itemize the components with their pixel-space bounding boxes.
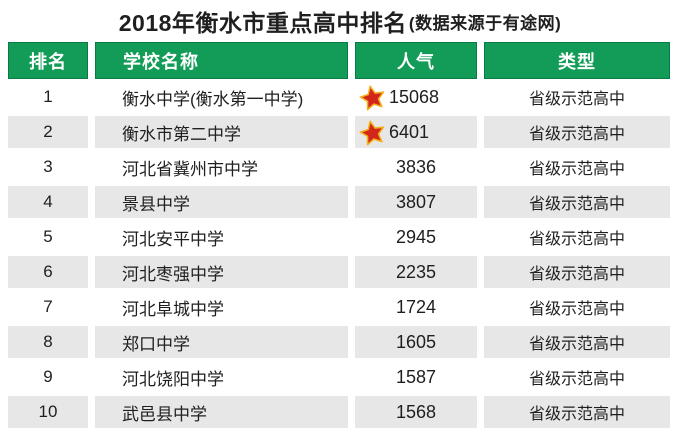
header-school: 学校名称 [95, 42, 348, 79]
popularity-cell: 15068 [355, 81, 477, 113]
school-name-cell: 衡水中学(衡水第一中学) [95, 81, 348, 113]
title-source-note: (数据来源于有途网) [408, 13, 562, 33]
school-name-cell: 衡水市第二中学 [95, 116, 348, 148]
popularity-cell: 6401 [355, 116, 477, 148]
rank-cell: 8 [8, 326, 88, 358]
table-row: 2 衡水市第二中学 6401 省级示范高中 [8, 116, 670, 148]
table-row: 10 武邑县中学 1568 省级示范高中 [8, 396, 670, 428]
type-cell: 省级示范高中 [484, 291, 670, 323]
popularity-cell: 2945 [355, 221, 477, 253]
table-row: 4 景县中学 3807 省级示范高中 [8, 186, 670, 218]
type-cell: 省级示范高中 [484, 151, 670, 183]
popularity-value: 2945 [395, 226, 437, 247]
school-name-cell: 郑口中学 [95, 326, 348, 358]
popularity-cell: 2235 [355, 256, 477, 288]
rank-cell: 4 [8, 186, 88, 218]
popularity-cell: 1605 [355, 326, 477, 358]
popularity-cell: 1724 [355, 291, 477, 323]
page-title: 2018年衡水市重点高中排名 (数据来源于有途网) [0, 4, 680, 38]
popularity-value: 6401 [389, 121, 430, 142]
school-name-cell: 景县中学 [95, 186, 348, 218]
type-cell: 省级示范高中 [484, 81, 670, 113]
table-row: 8 郑口中学 1605 省级示范高中 [8, 326, 670, 358]
rank-cell: 5 [8, 221, 88, 253]
school-name-cell: 河北枣强中学 [95, 256, 348, 288]
table-row: 5 河北安平中学 2945 省级示范高中 [8, 221, 670, 253]
type-cell: 省级示范高中 [484, 116, 670, 148]
popularity-value: 1587 [395, 366, 437, 387]
rank-cell: 3 [8, 151, 88, 183]
rank-cell: 1 [8, 81, 88, 113]
rank-cell: 10 [8, 396, 88, 428]
star-icon [359, 119, 385, 145]
table-row: 3 河北省冀州市中学 3836 省级示范高中 [8, 151, 670, 183]
header-popularity: 人气 [355, 42, 477, 79]
popularity-value: 2235 [395, 261, 437, 282]
popularity-value: 1724 [395, 296, 437, 317]
popularity-value: 15068 [389, 86, 440, 107]
header-type: 类型 [484, 42, 670, 79]
school-name-cell: 武邑县中学 [95, 396, 348, 428]
type-cell: 省级示范高中 [484, 396, 670, 428]
rank-cell: 9 [8, 361, 88, 393]
star-icon [359, 84, 385, 110]
popularity-cell: 3807 [355, 186, 477, 218]
table-row: 6 河北枣强中学 2235 省级示范高中 [8, 256, 670, 288]
school-name-cell: 河北省冀州市中学 [95, 151, 348, 183]
type-cell: 省级示范高中 [484, 221, 670, 253]
popularity-cell: 1568 [355, 396, 477, 428]
popularity-value: 1568 [395, 401, 437, 422]
table-header-row: 排名 学校名称 人气 类型 [8, 42, 670, 79]
header-rank: 排名 [8, 42, 88, 79]
table-body: 1 衡水中学(衡水第一中学) 15068 省级示范高中 2 衡水市第二中学 64… [8, 81, 670, 428]
ranking-table: 排名 学校名称 人气 类型 1 衡水中学(衡水第一中学) 15068 省级示范高… [8, 42, 670, 431]
table-row: 9 河北饶阳中学 1587 省级示范高中 [8, 361, 670, 393]
title-main: 2018年衡水市重点高中排名 [118, 10, 407, 36]
table-row: 1 衡水中学(衡水第一中学) 15068 省级示范高中 [8, 81, 670, 113]
type-cell: 省级示范高中 [484, 186, 670, 218]
school-name-cell: 河北安平中学 [95, 221, 348, 253]
popularity-value: 1605 [395, 331, 437, 352]
rank-cell: 7 [8, 291, 88, 323]
school-name-cell: 河北阜城中学 [95, 291, 348, 323]
table-row: 7 河北阜城中学 1724 省级示范高中 [8, 291, 670, 323]
type-cell: 省级示范高中 [484, 326, 670, 358]
rank-cell: 6 [8, 256, 88, 288]
popularity-cell: 1587 [355, 361, 477, 393]
popularity-value: 3836 [395, 156, 437, 177]
popularity-cell: 3836 [355, 151, 477, 183]
rank-cell: 2 [8, 116, 88, 148]
popularity-value: 3807 [395, 191, 437, 212]
type-cell: 省级示范高中 [484, 256, 670, 288]
type-cell: 省级示范高中 [484, 361, 670, 393]
school-name-cell: 河北饶阳中学 [95, 361, 348, 393]
